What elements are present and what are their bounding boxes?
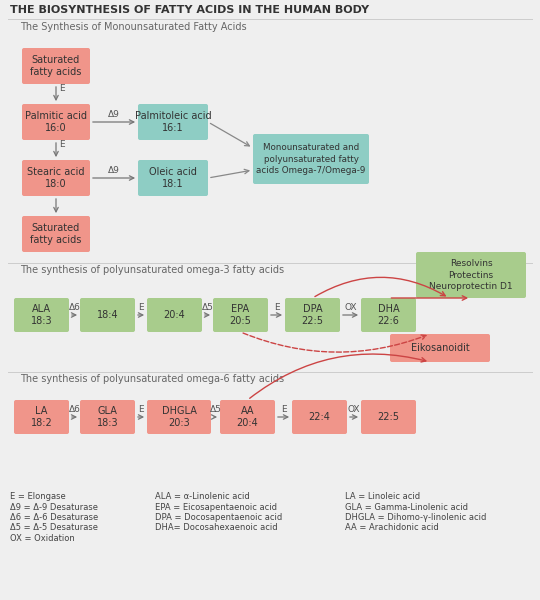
- Text: Palmitoleic acid
16:1: Palmitoleic acid 16:1: [134, 110, 211, 133]
- Text: Δ6: Δ6: [69, 303, 80, 312]
- Text: OX = Oxidation: OX = Oxidation: [10, 534, 75, 543]
- FancyBboxPatch shape: [147, 298, 202, 332]
- FancyBboxPatch shape: [361, 298, 416, 332]
- FancyBboxPatch shape: [147, 400, 211, 434]
- Text: 22:4: 22:4: [308, 412, 330, 422]
- FancyBboxPatch shape: [22, 48, 90, 84]
- Text: Δ5: Δ5: [201, 303, 213, 312]
- Text: LA = Linoleic acid: LA = Linoleic acid: [345, 492, 420, 501]
- Text: Saturated
fatty acids: Saturated fatty acids: [30, 223, 82, 245]
- Text: ALA = α-Linolenic acid: ALA = α-Linolenic acid: [155, 492, 249, 501]
- Text: Stearic acid
18:0: Stearic acid 18:0: [27, 167, 85, 190]
- Text: The Synthesis of Monounsaturated Fatty Acids: The Synthesis of Monounsaturated Fatty A…: [20, 22, 247, 32]
- Text: Palmitic acid
16:0: Palmitic acid 16:0: [25, 110, 87, 133]
- Text: DHGLA = Dihomo-γ-linolenic acid: DHGLA = Dihomo-γ-linolenic acid: [345, 513, 487, 522]
- Text: The synthesis of polyunsaturated omega-3 fatty acids: The synthesis of polyunsaturated omega-3…: [20, 265, 284, 275]
- Text: Δ6 = Δ-6 Desaturase: Δ6 = Δ-6 Desaturase: [10, 513, 98, 522]
- Text: E: E: [59, 84, 65, 93]
- Text: EPA = Eicosapentaenoic acid: EPA = Eicosapentaenoic acid: [155, 503, 277, 511]
- Text: Δ5 = Δ-5 Desaturase: Δ5 = Δ-5 Desaturase: [10, 523, 98, 533]
- Text: THE BIOSYNTHESIS OF FATTY ACIDS IN THE HUMAN BODY: THE BIOSYNTHESIS OF FATTY ACIDS IN THE H…: [10, 5, 369, 15]
- Text: Δ5: Δ5: [210, 405, 221, 414]
- FancyBboxPatch shape: [22, 104, 90, 140]
- Text: ALA
18:3: ALA 18:3: [31, 304, 52, 326]
- FancyBboxPatch shape: [220, 400, 275, 434]
- Text: GLA
18:3: GLA 18:3: [97, 406, 118, 428]
- Text: EPA
20:5: EPA 20:5: [230, 304, 252, 326]
- FancyBboxPatch shape: [138, 160, 208, 196]
- FancyBboxPatch shape: [416, 252, 526, 298]
- Text: 20:4: 20:4: [164, 310, 185, 320]
- Text: Δ9: Δ9: [108, 110, 120, 119]
- Text: The synthesis of polyunsaturated omega-6 fatty acids: The synthesis of polyunsaturated omega-6…: [20, 374, 284, 384]
- FancyBboxPatch shape: [80, 400, 135, 434]
- Text: Oleic acid
18:1: Oleic acid 18:1: [149, 167, 197, 190]
- Text: AA
20:4: AA 20:4: [237, 406, 258, 428]
- Text: DHA= Docosahexaenoic acid: DHA= Docosahexaenoic acid: [155, 523, 278, 533]
- Text: Saturated
fatty acids: Saturated fatty acids: [30, 55, 82, 77]
- FancyBboxPatch shape: [138, 104, 208, 140]
- Text: DPA = Docosapentaenoic acid: DPA = Docosapentaenoic acid: [155, 513, 282, 522]
- Text: E: E: [138, 303, 144, 312]
- FancyBboxPatch shape: [213, 298, 268, 332]
- FancyBboxPatch shape: [390, 334, 490, 362]
- Text: Eikosanoidit: Eikosanoidit: [410, 343, 469, 353]
- FancyBboxPatch shape: [253, 134, 369, 184]
- Text: DPA
22:5: DPA 22:5: [301, 304, 323, 326]
- Text: E: E: [138, 405, 144, 414]
- Text: DHA
22:6: DHA 22:6: [377, 304, 400, 326]
- Text: 18:4: 18:4: [97, 310, 118, 320]
- Text: 22:5: 22:5: [377, 412, 400, 422]
- Text: DHGLA
20:3: DHGLA 20:3: [161, 406, 197, 428]
- FancyBboxPatch shape: [22, 160, 90, 196]
- FancyBboxPatch shape: [14, 298, 69, 332]
- Text: E: E: [281, 405, 286, 414]
- Text: Δ6: Δ6: [69, 405, 80, 414]
- Text: GLA = Gamma-Linolenic acid: GLA = Gamma-Linolenic acid: [345, 503, 468, 511]
- Text: Resolvins
Protectins
Neuroprotectin D1: Resolvins Protectins Neuroprotectin D1: [429, 259, 513, 291]
- Text: LA
18:2: LA 18:2: [31, 406, 52, 428]
- Text: OX: OX: [345, 303, 357, 312]
- FancyBboxPatch shape: [361, 400, 416, 434]
- Text: Monounsaturated and
polyunsaturated fatty
acids Omega-7/Omega-9: Monounsaturated and polyunsaturated fatt…: [256, 143, 366, 175]
- Text: E: E: [59, 140, 65, 149]
- Text: Δ9: Δ9: [108, 166, 120, 175]
- Text: E = Elongase: E = Elongase: [10, 492, 66, 501]
- FancyBboxPatch shape: [14, 400, 69, 434]
- Text: AA = Arachidonic acid: AA = Arachidonic acid: [345, 523, 438, 533]
- FancyBboxPatch shape: [22, 216, 90, 252]
- Text: Δ9 = Δ-9 Desaturase: Δ9 = Δ-9 Desaturase: [10, 503, 98, 511]
- FancyBboxPatch shape: [292, 400, 347, 434]
- Text: E: E: [274, 303, 279, 312]
- FancyBboxPatch shape: [80, 298, 135, 332]
- FancyBboxPatch shape: [285, 298, 340, 332]
- Text: OX: OX: [348, 405, 360, 414]
